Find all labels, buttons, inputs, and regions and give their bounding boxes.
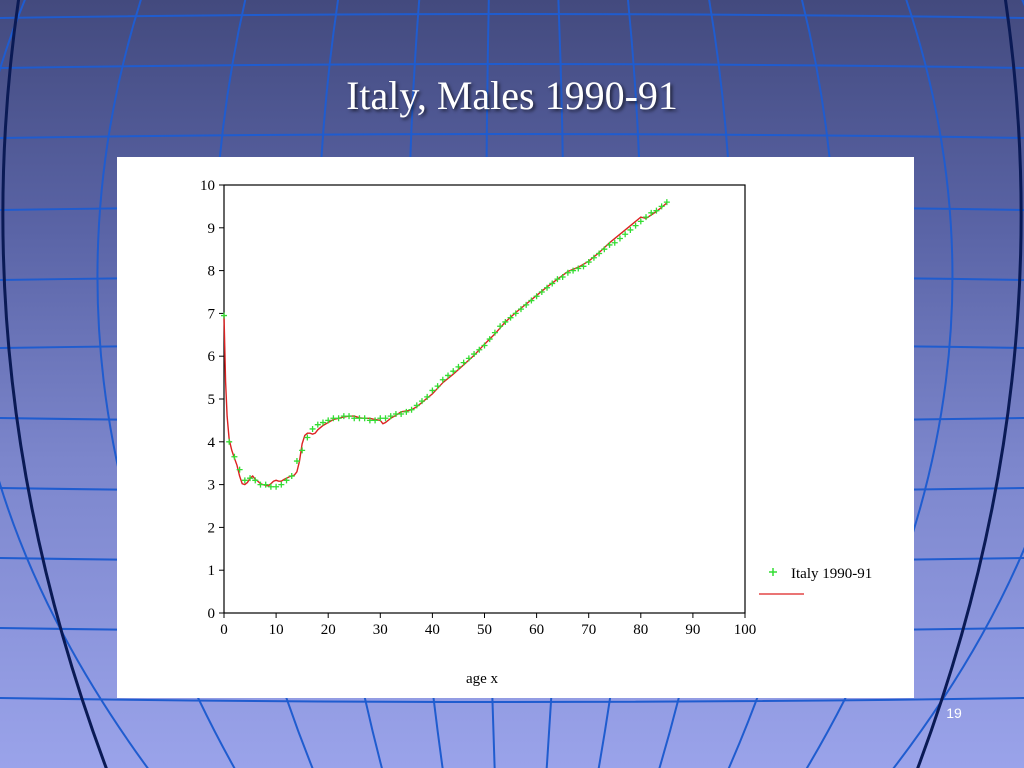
- x-tick-label: 70: [581, 622, 596, 638]
- data-point: [252, 477, 258, 483]
- data-point: [278, 482, 284, 488]
- x-tick-label: 40: [425, 622, 440, 638]
- slide-title: Italy, Males 1990-91: [0, 72, 1024, 119]
- chart: 0 10 20 30 40 50 60 70 80 90 100 0 1 2 3 4 5 6 7 8 9 10 age x…: [117, 157, 914, 698]
- bg-grid-horizontal-line: [0, 64, 1024, 68]
- y-tick-label: 8: [208, 264, 216, 280]
- bg-grid-horizontal-line: [0, 698, 1024, 702]
- data-point: [336, 415, 342, 421]
- data-point: [346, 413, 352, 419]
- data-point: [231, 454, 237, 460]
- legend: Italy 1990-91: [759, 566, 872, 594]
- data-point: [403, 409, 409, 415]
- legend-marker-series-1: [769, 568, 777, 576]
- chart-panel: 0 10 20 30 40 50 60 70 80 90 100 0 1 2 3 4 5 6 7 8 9 10 age x…: [117, 157, 914, 698]
- x-tick-label: 60: [529, 622, 544, 638]
- x-tick-label: 90: [685, 622, 700, 638]
- data-point: [419, 398, 425, 404]
- data-point: [289, 473, 295, 479]
- x-tick-label: 80: [633, 622, 648, 638]
- y-tick-label: 9: [208, 221, 216, 237]
- data-point: [471, 351, 477, 357]
- data-point: [607, 242, 613, 248]
- data-point: [461, 360, 467, 366]
- data-point: [409, 407, 415, 413]
- y-tick-label: 0: [208, 606, 216, 622]
- data-point: [315, 422, 321, 428]
- slide-number: 19: [934, 705, 974, 721]
- data-point: [497, 323, 503, 329]
- legend-label-series-1: Italy 1990-91: [791, 566, 872, 582]
- data-point: [284, 477, 290, 483]
- data-point: [648, 210, 654, 216]
- x-tick-label: 100: [734, 622, 757, 638]
- y-tick-label: 4: [208, 435, 216, 451]
- data-point: [450, 368, 456, 374]
- axes: 0 10 20 30 40 50 60 70 80 90 100 0 1 2 3 4 5 6 7 8 9 10: [200, 178, 756, 638]
- data-point: [455, 364, 461, 370]
- x-axis-label: age x: [466, 671, 499, 687]
- bg-grid-horizontal-line: [0, 134, 1024, 138]
- data-point: [325, 417, 331, 423]
- data-point: [299, 447, 305, 453]
- y-tick-label: 2: [208, 520, 216, 536]
- x-tick-label: 10: [269, 622, 284, 638]
- y-tick-label: 7: [208, 306, 216, 322]
- data-point: [273, 484, 279, 490]
- plot-frame: [224, 185, 745, 613]
- data-point: [466, 355, 472, 361]
- fitted-line: [224, 203, 667, 486]
- data-point: [601, 246, 607, 252]
- data-point-series: [221, 199, 670, 490]
- data-point: [388, 413, 394, 419]
- y-tick-label: 10: [200, 178, 215, 194]
- x-tick-label: 50: [477, 622, 492, 638]
- y-tick-label: 1: [208, 563, 216, 579]
- y-tick-label: 3: [208, 478, 216, 494]
- y-tick-label: 5: [208, 392, 216, 408]
- data-point: [435, 383, 441, 389]
- data-point: [482, 343, 488, 349]
- data-point: [560, 274, 566, 280]
- data-point: [226, 439, 232, 445]
- x-tick-label: 30: [373, 622, 388, 638]
- data-point: [310, 426, 316, 432]
- fitted-line-series: [224, 203, 667, 486]
- data-point: [362, 415, 368, 421]
- x-tick-label: 20: [321, 622, 336, 638]
- y-tick-label: 6: [208, 349, 216, 365]
- data-point: [580, 263, 586, 269]
- data-point: [263, 482, 269, 488]
- data-point: [643, 214, 649, 220]
- bg-grid-horizontal-line: [0, 14, 1024, 18]
- data-point: [356, 415, 362, 421]
- x-tick-label: 0: [220, 622, 228, 638]
